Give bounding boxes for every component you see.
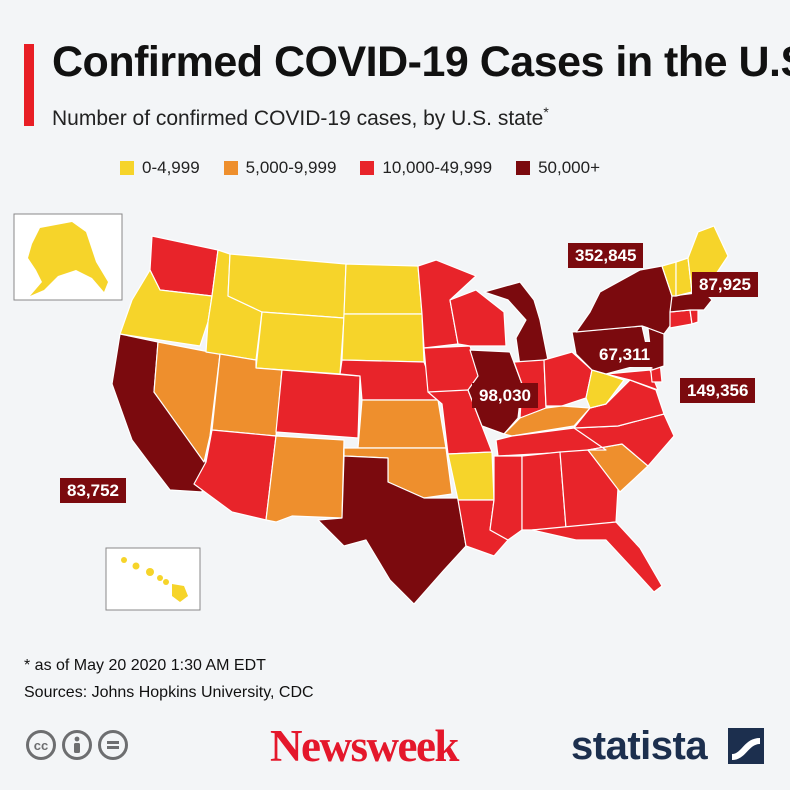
state-mississippi[interactable] (489, 455, 523, 541)
state-wisconsin[interactable] (449, 289, 507, 347)
callout-massachusetts: 87,925 (692, 272, 758, 297)
legend-label: 10,000-49,999 (382, 158, 493, 177)
state-alabama[interactable] (521, 451, 567, 531)
state-arkansas[interactable] (447, 451, 495, 501)
legend-swatch (120, 161, 134, 175)
state-new-mexico[interactable] (265, 435, 345, 523)
legend-swatch (223, 161, 238, 175)
legend-label: 50,000+ (538, 158, 601, 177)
sources: Sources: Johns Hopkins University, CDC (24, 684, 314, 701)
contiguous-states (111, 225, 729, 605)
state-texas[interactable] (317, 455, 467, 605)
callout-illinois: 98,030 (472, 383, 538, 408)
legend-label: 0-4,999 (142, 158, 200, 177)
legend: 0-4,999 5,000-9,999 10,000-49,999 50,000… (120, 158, 600, 178)
state-kansas[interactable] (357, 399, 447, 449)
legend-item-3: 50,000+ (516, 158, 600, 178)
callout-new-york: 352,845 (568, 243, 644, 268)
state-hawaii[interactable] (121, 557, 188, 602)
page-title: Confirmed COVID-19 Cases in the U.S. (52, 38, 790, 86)
state-oregon[interactable] (119, 269, 213, 347)
legend-item-1: 5,000-9,999 (223, 158, 337, 178)
page-subtitle: Number of confirmed COVID-19 cases, by U… (52, 104, 549, 131)
license-icons: cc (26, 730, 128, 760)
state-wyoming[interactable] (255, 311, 345, 375)
nd-equals-icon[interactable] (98, 730, 128, 760)
state-virginia[interactable] (573, 379, 665, 429)
state-alaska[interactable] (28, 222, 108, 296)
callout-california: 83,752 (60, 478, 126, 503)
cc-icon[interactable]: cc (26, 730, 56, 760)
state-connecticut[interactable] (669, 309, 693, 329)
legend-label: 5,000-9,999 (245, 158, 337, 177)
hawaii-inset-frame (105, 547, 201, 611)
subtitle-text: Number of confirmed COVID-19 cases, by U… (52, 107, 544, 130)
state-florida[interactable] (531, 521, 663, 593)
callout-pennsylvania: 67,311 (592, 342, 658, 367)
statista-logo[interactable]: statista (571, 724, 708, 768)
state-new-york[interactable] (575, 265, 673, 335)
newsweek-logo[interactable]: Newsweek (270, 721, 459, 771)
state-colorado[interactable] (275, 369, 361, 439)
state-washington[interactable] (149, 235, 219, 297)
footnote: * as of May 20 2020 1:30 AM EDT (24, 657, 266, 674)
state-georgia[interactable] (559, 449, 619, 529)
legend-item-0: 0-4,999 (120, 158, 200, 178)
person-glyph-icon (74, 736, 80, 753)
title-accent-bar (24, 44, 34, 126)
subtitle-asterisk: * (543, 104, 549, 120)
legend-swatch (360, 161, 375, 175)
by-person-icon[interactable] (62, 730, 92, 760)
state-maryland[interactable] (605, 369, 659, 391)
state-south-dakota[interactable] (341, 313, 425, 363)
state-rhode-island[interactable] (689, 309, 699, 325)
callout-new-jersey: 149,356 (680, 378, 756, 403)
statista-logo-icon (728, 728, 764, 764)
legend-item-2: 10,000-49,999 (360, 158, 492, 178)
state-north-dakota[interactable] (343, 263, 423, 315)
legend-swatch (516, 161, 531, 175)
equals-glyph-icon (107, 741, 119, 749)
